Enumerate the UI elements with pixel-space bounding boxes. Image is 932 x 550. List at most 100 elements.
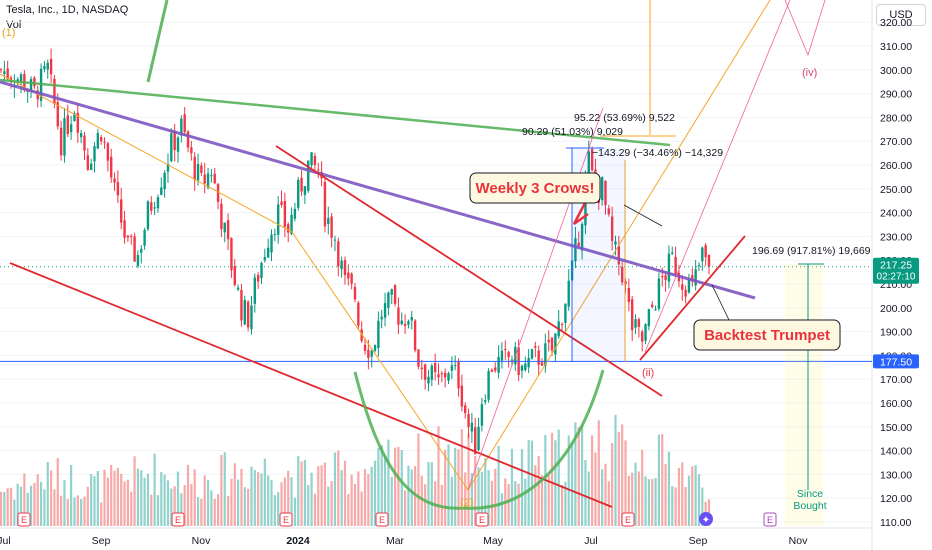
price-axis[interactable]: 110.00 120.00 130.00 140.00 150.00 160.00 170.…: [880, 17, 912, 529]
volume-bar: [634, 462, 637, 526]
volume-bar: [243, 487, 246, 526]
volume-bar: [83, 496, 86, 526]
volume-bar: [340, 470, 343, 526]
green-trendline[interactable]: [0, 78, 671, 147]
volume-bar: [674, 487, 677, 526]
volume-bar: [153, 453, 156, 526]
candle-body: [534, 346, 537, 348]
orange-trendline-lower[interactable]: [291, 231, 469, 491]
annotation-weekly-3-crows[interactable]: Weekly 3 Crows!: [469, 172, 601, 204]
candle-body: [6, 68, 9, 80]
red-channel-lower[interactable]: [9, 262, 613, 508]
candle-body: [166, 163, 170, 172]
candle-body: [280, 201, 283, 205]
volume-bar: [397, 446, 400, 526]
candle-body: [69, 124, 73, 133]
earnings-marker[interactable]: E: [475, 512, 489, 527]
volume-bar: [564, 481, 567, 526]
annotation-text-crows: Weekly 3 Crows!: [476, 180, 595, 197]
green-cup-curve[interactable]: [353, 369, 605, 510]
volume-bar: [671, 486, 674, 526]
candle-body: [347, 272, 350, 279]
candle-body: [453, 365, 457, 367]
time-tick-label: Nov: [789, 535, 808, 547]
volume-bar: [484, 458, 487, 526]
candle-body: [651, 304, 654, 308]
volume-bar: [23, 473, 26, 526]
svg-text:✦: ✦: [702, 515, 710, 526]
volume-bar: [641, 449, 644, 526]
volume-bar: [53, 489, 56, 526]
volume-bar: [403, 490, 407, 526]
purple-trendline[interactable]: [0, 80, 756, 300]
candle-body: [530, 349, 534, 359]
volume-bar: [621, 424, 624, 526]
candle-body: [390, 289, 393, 295]
volume-bar: [550, 432, 554, 526]
pink-wave-iv[interactable]: [784, 0, 826, 57]
red-channel-upper[interactable]: [275, 145, 663, 397]
volume-bar: [637, 471, 640, 526]
candle-body: [661, 276, 664, 278]
earnings-marker[interactable]: E: [763, 512, 777, 527]
annotation-backtest-trumpet[interactable]: Backtest Trumpet: [693, 319, 841, 351]
volume-bar: [460, 429, 463, 526]
candle-body: [113, 178, 116, 183]
candle-body: [123, 220, 126, 238]
candle-body: [590, 149, 594, 170]
volume-bar: [313, 493, 317, 526]
volume-bar: [120, 473, 123, 526]
volume-bar: [380, 445, 383, 526]
green-wave-stroke[interactable]: [146, 0, 169, 83]
pink-projection-1[interactable]: [467, 107, 604, 491]
time-axis[interactable]: Jul Sep Nov 2024 Mar May Jul Sep Nov: [0, 535, 808, 547]
pink-projection-2[interactable]: [644, 0, 791, 353]
red-trumpet-line[interactable]: [639, 235, 746, 361]
price-tick-label: 130.00: [880, 469, 912, 481]
orange-trendline-rising[interactable]: [467, 0, 771, 491]
candle-body: [66, 115, 69, 135]
earnings-markers[interactable]: E E E E E E E ✦: [17, 512, 777, 527]
volume-bar: [337, 450, 340, 526]
candle-body: [417, 349, 420, 367]
countdown-timer: 02:27:10: [877, 272, 916, 283]
candle-body: [460, 385, 464, 407]
volume-bar: [173, 486, 176, 526]
candle-body: [353, 287, 357, 300]
volume-bar: [417, 433, 420, 526]
candle-body: [494, 367, 497, 371]
drawing-layer[interactable]: [0, 0, 826, 526]
earnings-marker[interactable]: E: [17, 512, 31, 527]
candle-body: [383, 303, 387, 318]
earnings-marker[interactable]: E: [375, 512, 389, 527]
earnings-marker[interactable]: E: [621, 512, 635, 527]
sparkle-icon[interactable]: ✦: [699, 512, 713, 526]
candle-body: [297, 179, 300, 208]
candle-body: [614, 241, 617, 245]
volume-bar: [9, 487, 13, 526]
candle-body: [263, 256, 267, 261]
candle-body: [33, 77, 36, 87]
candle-body: [143, 229, 146, 246]
candle-body: [63, 118, 66, 156]
price-tick-label: 110.00: [880, 517, 911, 529]
candle-body: [246, 301, 250, 328]
candle-body: [243, 299, 246, 325]
volume-bar: [210, 490, 213, 526]
since-bought-box[interactable]: [785, 264, 823, 526]
currency-button[interactable]: USD: [876, 4, 926, 26]
volume-bar: [527, 440, 530, 526]
earnings-marker[interactable]: E: [171, 512, 185, 527]
candle-body: [450, 365, 454, 371]
candle-body: [550, 337, 554, 351]
candle-body: [393, 285, 397, 304]
orange-trendline-upper[interactable]: [0, 73, 293, 233]
volume-bar: [93, 476, 96, 526]
earnings-marker[interactable]: E: [279, 512, 293, 527]
time-tick-label: Sep: [689, 535, 708, 547]
volume-bar: [647, 479, 650, 526]
support-price-value: 177.50: [880, 356, 912, 368]
volume-bar: [517, 483, 520, 526]
candle-body: [300, 177, 303, 192]
